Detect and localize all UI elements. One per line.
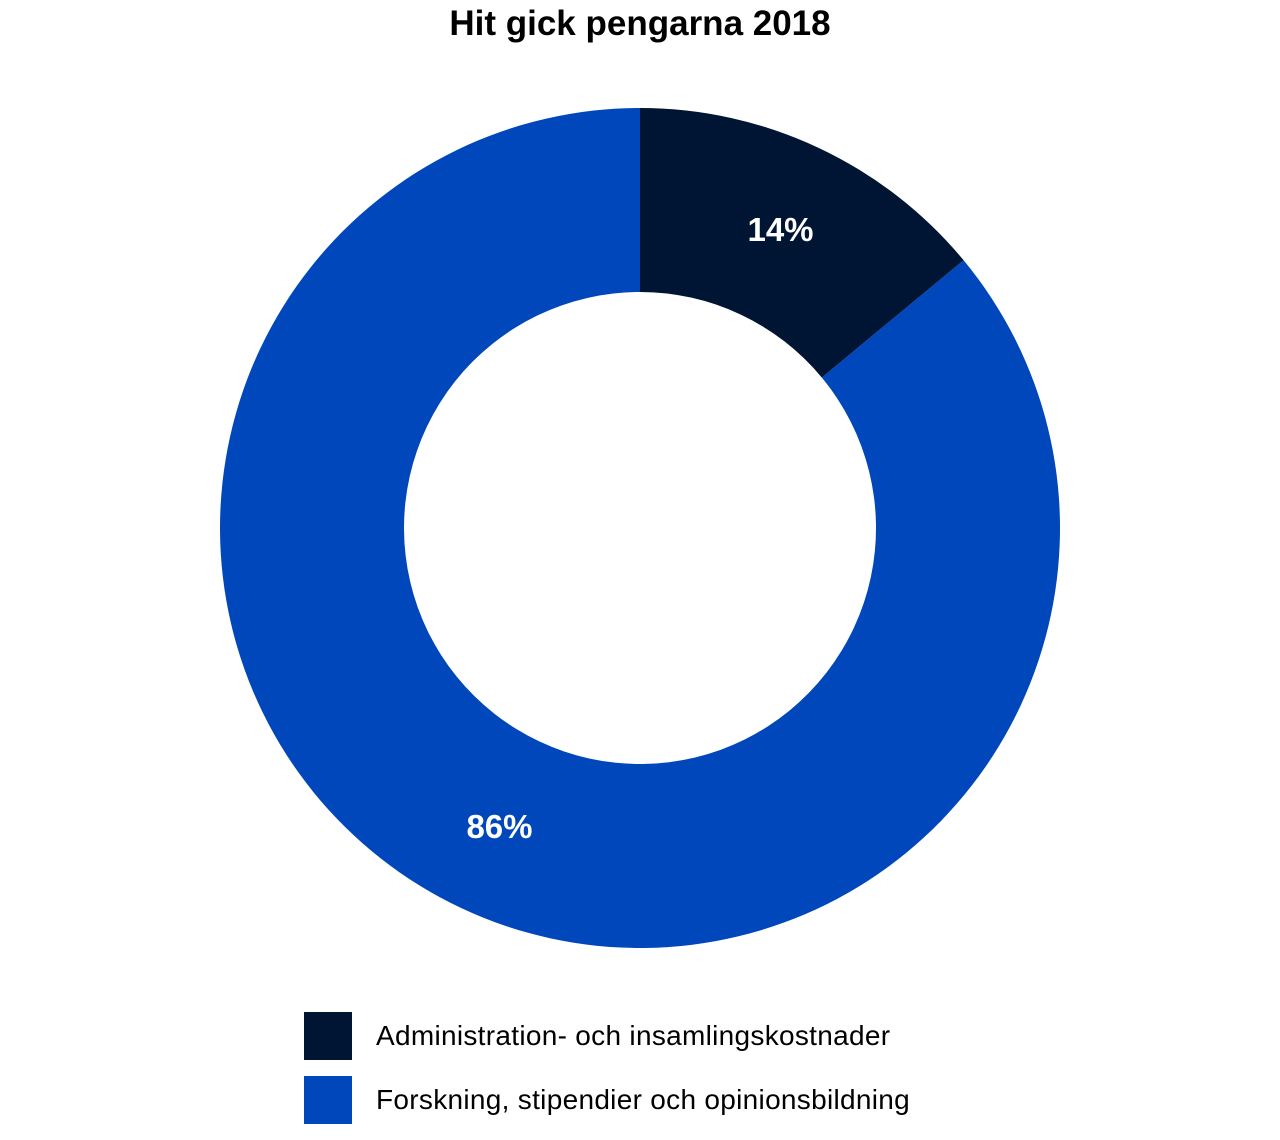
donut-slice-administration [640,108,964,378]
legend-item-administration: Administration- och insamlingskostnader [304,1012,910,1060]
donut-slice-labels: 14% 86% [466,211,813,845]
legend: Administration- och insamlingskostnader … [304,1012,910,1140]
slice-value-label-forskning: 86% [466,808,532,845]
legend-label-forskning: Forskning, stipendier och opinionsbildni… [376,1084,911,1115]
donut-chart: 14% 86% [219,107,1060,948]
chart-title: Hit gick pengarna 2018 [449,4,831,43]
legend-swatch-administration [304,1012,352,1060]
legend-item-forskning: Forskning, stipendier och opinionsbildni… [304,1076,910,1124]
slice-value-label-administration: 14% [747,211,813,248]
legend-swatch-forskning [304,1076,352,1124]
donut-slice-forskning [219,107,1060,948]
donut-slices [219,107,1060,948]
legend-label-administration: Administration- och insamlingskostnader [376,1020,891,1051]
